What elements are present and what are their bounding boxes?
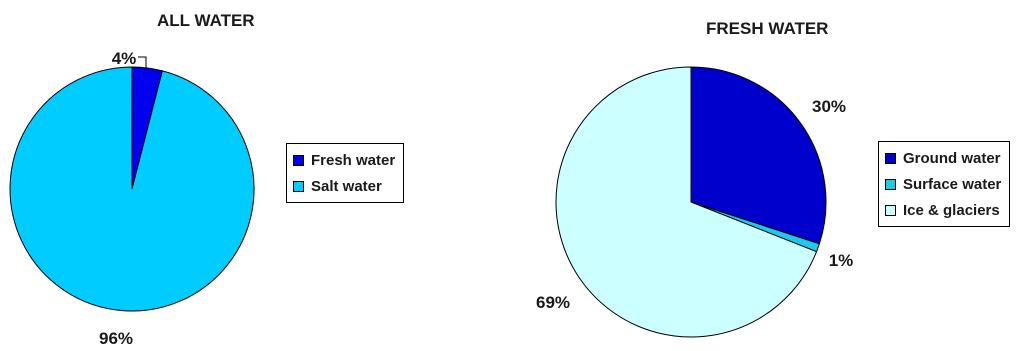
data-label-surface-water: 1% <box>829 251 854 270</box>
pie-slice-ice-glaciers <box>555 66 818 338</box>
legend-item-surface-water: Surface water <box>885 171 1001 197</box>
all-water-chart: ALL WATER 4% 96% Fresh water Salt water <box>0 0 450 351</box>
legend-item-fresh-water: Fresh water <box>293 147 395 173</box>
fresh-water-chart: FRESH WATER 30% 1% 69% Ground water Surfac… <box>510 0 1025 351</box>
legend-label: Salt water <box>311 177 382 195</box>
pie-plot: 4% 96% <box>9 49 255 348</box>
legend-swatch <box>293 154 304 166</box>
legend-label: Ground water <box>903 149 1001 167</box>
legend-swatch <box>885 178 896 190</box>
data-label-fresh-water: 4% <box>112 49 137 68</box>
data-label-ground-water: 30% <box>812 97 846 116</box>
pie-plot: 30% 1% 69% <box>536 66 854 338</box>
legend-swatch <box>885 204 896 216</box>
legend-item-salt-water: Salt water <box>293 173 395 199</box>
data-label-salt-water: 96% <box>99 329 133 348</box>
chart-title: ALL WATER <box>157 11 255 30</box>
label-leader-line <box>138 56 147 70</box>
legend-item-ice-glaciers: Ice & glaciers <box>885 197 1001 223</box>
legend: Ground water Surface water Ice & glacier… <box>878 141 1011 227</box>
pie-slice-ground-water <box>690 66 827 245</box>
legend-swatch <box>885 152 896 164</box>
legend-label: Fresh water <box>311 151 396 169</box>
legend-label: Ice & glaciers <box>903 201 1000 219</box>
legend: Fresh water Salt water <box>286 143 405 203</box>
pie-slice-salt-water <box>9 66 255 312</box>
data-label-ice-glaciers: 69% <box>536 293 570 312</box>
legend-swatch <box>293 180 304 192</box>
legend-item-ground-water: Ground water <box>885 145 1001 171</box>
chart-title: FRESH WATER <box>706 19 829 38</box>
legend-label: Surface water <box>903 175 1002 193</box>
